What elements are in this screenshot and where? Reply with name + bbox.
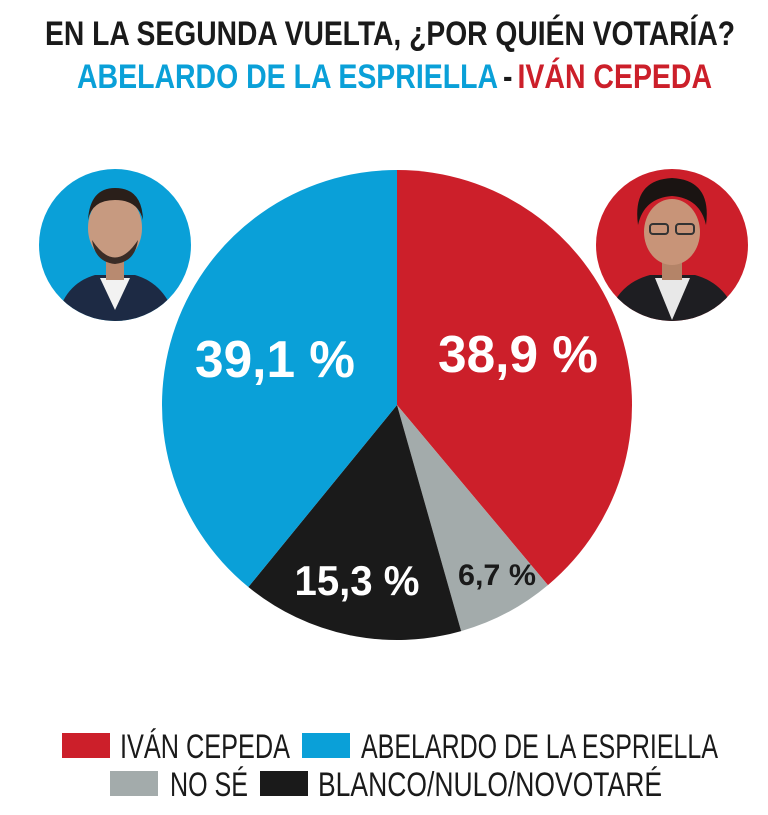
chart-title: EN LA SEGUNDA VUELTA, ¿POR QUIÉN VOTARÍA… <box>45 15 735 53</box>
label-cepeda: 38,9 % <box>438 326 598 384</box>
legend-swatch-no-se <box>110 771 158 796</box>
legend-label-abelardo: ABELARDO DE LA ESPRIELLA <box>361 728 718 766</box>
legend-swatch-cepeda <box>62 733 110 758</box>
label-blanco: 15,3 % <box>295 557 420 604</box>
photo-cepeda <box>596 169 748 321</box>
legend-label-no-se: NO SÉ <box>170 766 248 804</box>
legend-label-cepeda: IVÁN CEPEDA <box>120 728 290 766</box>
pie-slice-3 <box>162 169 397 588</box>
pie-slice-0 <box>397 170 632 586</box>
subtitle-right: IVÁN CEPEDA <box>518 58 712 96</box>
pie-slice-2 <box>248 405 462 640</box>
pie-slice-1 <box>397 405 548 632</box>
subtitle-separator: - <box>503 58 512 96</box>
chart-subtitle: ABELARDO DE LA ESPRIELLA-IVÁN CEPEDA <box>77 58 712 96</box>
pie-slices <box>162 169 632 640</box>
legend-label-blanco: BLANCO/NULO/NOVOTARÉ <box>318 766 662 804</box>
subtitle-left: ABELARDO DE LA ESPRIELLA <box>77 58 498 96</box>
legend-swatch-blanco <box>260 771 308 796</box>
label-no-se: 6,7 % <box>458 559 536 592</box>
legend: IVÁN CEPEDA ABELARDO DE LA ESPRIELLA NO … <box>62 728 718 804</box>
photo-abelardo <box>39 169 191 321</box>
label-abelardo: 39,1 % <box>195 331 355 389</box>
legend-swatch-abelardo <box>302 733 350 758</box>
